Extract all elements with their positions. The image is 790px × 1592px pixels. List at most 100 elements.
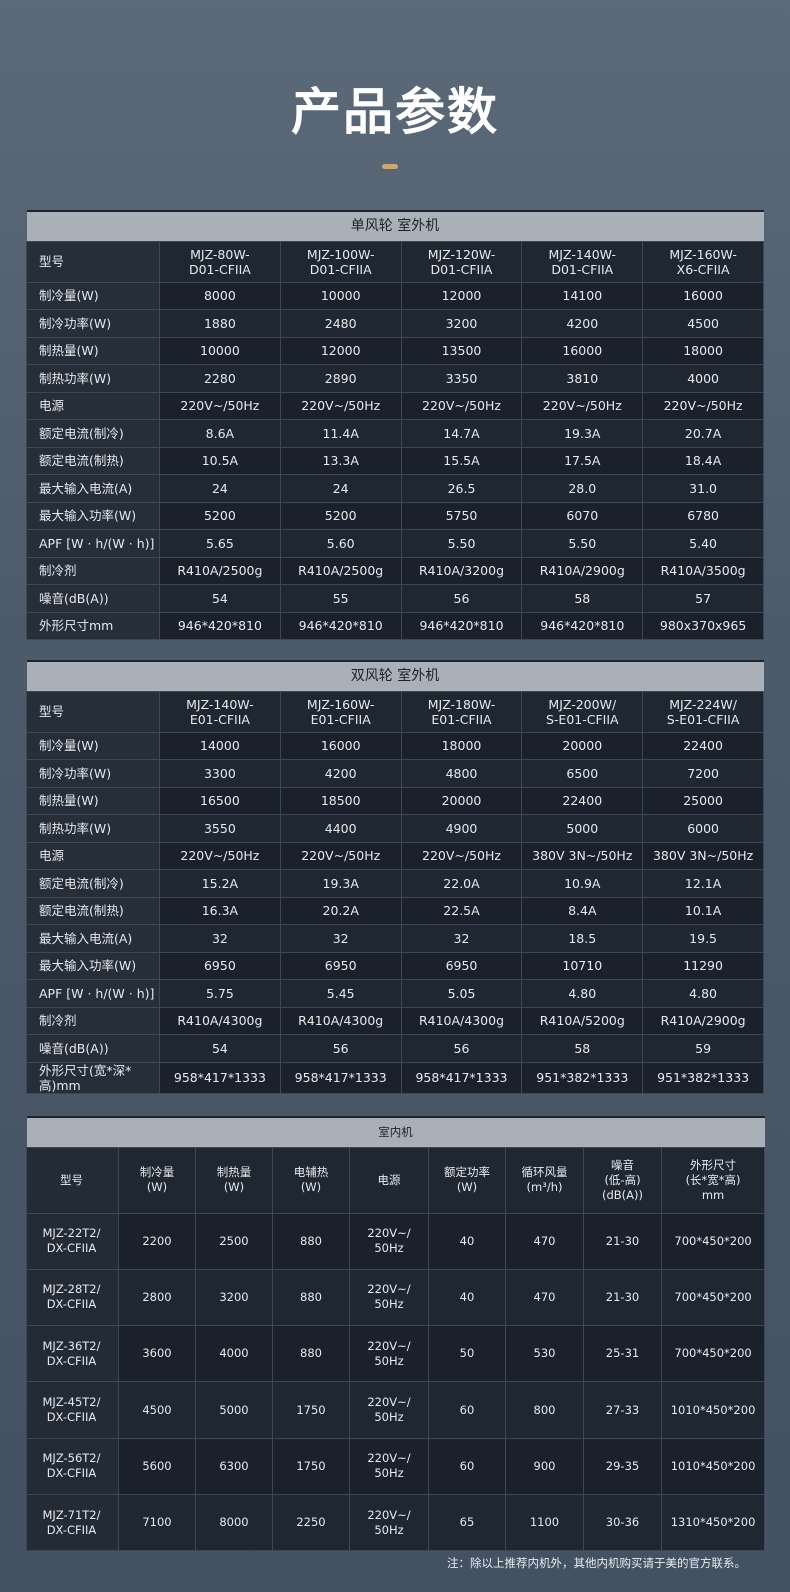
value-cell: 946*420*810 <box>521 611 644 640</box>
value-cell: 5600 <box>118 1437 196 1495</box>
table-row: 制冷功率(W) 3300 4200 4800 6500 7200 <box>26 759 764 788</box>
value-cell: 10000 <box>159 336 281 365</box>
row-label: 电源 <box>26 841 160 870</box>
value-cell: 15.2A <box>159 869 281 898</box>
value-cell: 220V~/ 50Hz <box>349 1493 429 1552</box>
value-cell: 380V 3N~/50Hz <box>642 841 764 870</box>
column-header: 循环风量 (m³/h) <box>505 1146 584 1214</box>
value-cell: 4800 <box>400 759 523 788</box>
value-cell: 22400 <box>642 731 764 760</box>
table-row: 最大输入电流(A) 24 24 26.5 28.0 31.0 <box>26 474 764 503</box>
value-cell: 11290 <box>642 951 764 980</box>
single-fan-outdoor-table: 单风轮 室外机 型号 MJZ-80W- D01-CFIIA MJZ-100W- D01… <box>26 210 764 640</box>
table-row: MJZ-28T2/ DX-CFIIA 2800 3200 880 220V~/ 50Hz… <box>26 1268 766 1327</box>
value-cell: 2200 <box>118 1212 196 1270</box>
row-label: 制冷剂 <box>26 556 160 585</box>
value-cell: 21-30 <box>583 1268 662 1327</box>
footnote: 注：除以上推荐内机外，其他内机购买请于美的官方联系。 <box>447 1556 746 1570</box>
table-row: 额定电流(制冷) 15.2A 19.3A 22.0A 10.9A 12.1A <box>26 869 764 898</box>
table-row: 制热功率(W) 2280 2890 3350 3810 4000 <box>26 364 764 393</box>
value-cell: 6950 <box>159 951 281 980</box>
table-caption: 单风轮 室外机 <box>26 210 764 241</box>
value-cell: 13500 <box>400 336 523 365</box>
value-cell: 32 <box>279 924 402 953</box>
table-row: 最大输入功率(W) 5200 5200 5750 6070 6780 <box>26 501 764 530</box>
value-cell: 8.6A <box>159 419 281 448</box>
value-cell: 13.3A <box>279 446 402 475</box>
value-cell: 32 <box>159 924 281 953</box>
table-row: 外形尺寸(宽*深*高)mm 958*417*1333 958*417*1333 958… <box>26 1061 764 1094</box>
value-cell: R410A/2900g <box>521 556 644 585</box>
value-cell: 16.3A <box>159 896 281 925</box>
model-row: 型号 MJZ-80W- D01-CFIIA MJZ-100W- D01-CFIIA M… <box>26 240 764 283</box>
value-cell: R410A/2900g <box>642 1006 764 1035</box>
value-cell: 220V~/50Hz <box>521 391 644 420</box>
value-cell: 880 <box>272 1268 350 1327</box>
value-cell: 18000 <box>400 731 523 760</box>
value-cell: 5.45 <box>279 979 402 1008</box>
model-cell: MJZ-80W- D01-CFIIA <box>159 240 281 283</box>
value-cell: 56 <box>279 1034 402 1063</box>
table-row: 制热量(W) 10000 12000 13500 16000 18000 <box>26 336 764 365</box>
column-header: 噪音 (低-高) (dB(A)) <box>583 1146 662 1214</box>
value-cell: 5.50 <box>521 529 644 558</box>
row-label: 制热量(W) <box>26 786 160 815</box>
value-cell: 946*420*810 <box>400 611 523 640</box>
value-cell: 880 <box>272 1212 350 1270</box>
value-cell: 16500 <box>159 786 281 815</box>
table-row: 制热功率(W) 3550 4400 4900 5000 6000 <box>26 814 764 843</box>
table-row: MJZ-71T2/ DX-CFIIA 7100 8000 2250 220V~/ 50H… <box>26 1493 766 1552</box>
row-label: 制冷量(W) <box>26 281 160 310</box>
value-cell: 8.4A <box>521 896 644 925</box>
row-label: 型号 <box>26 690 160 733</box>
value-cell: 20000 <box>400 786 523 815</box>
table-row: 外形尺寸mm 946*420*810 946*420*810 946*420*810 9… <box>26 611 764 640</box>
model-cell: MJZ-180W- E01-CFIIA <box>400 690 523 733</box>
value-cell: R410A/5200g <box>521 1006 644 1035</box>
value-cell: 16000 <box>521 336 644 365</box>
value-cell: 700*450*200 <box>660 1325 766 1383</box>
value-cell: 15.5A <box>400 446 523 475</box>
value-cell: 27-33 <box>583 1381 662 1439</box>
value-cell: 980x370x965 <box>642 611 764 640</box>
row-label: 电源 <box>26 391 160 420</box>
row-label: APF [W · h/(W · h)] <box>26 979 160 1008</box>
value-cell: 8000 <box>159 281 281 310</box>
value-cell: 800 <box>505 1381 584 1439</box>
value-cell: 57 <box>642 584 764 613</box>
table-row: 制冷量(W) 8000 10000 12000 14100 16000 <box>26 281 764 310</box>
value-cell: 16000 <box>642 281 764 310</box>
value-cell: 11.4A <box>279 419 402 448</box>
row-label: 噪音(dB(A)) <box>26 584 160 613</box>
value-cell: 32 <box>400 924 523 953</box>
table-row: MJZ-45T2/ DX-CFIIA 4500 5000 1750 220V~/ 50H… <box>26 1381 766 1439</box>
value-cell: 5.75 <box>159 979 281 1008</box>
value-cell: 220V~/50Hz <box>642 391 764 420</box>
value-cell: 951*382*1333 <box>642 1061 764 1094</box>
value-cell: 17.5A <box>521 446 644 475</box>
value-cell: 5000 <box>195 1381 273 1439</box>
table-row: 额定电流(制冷) 8.6A 11.4A 14.7A 19.3A 20.7A <box>26 419 764 448</box>
value-cell: 220V~/50Hz <box>159 391 281 420</box>
value-cell: 24 <box>279 474 402 503</box>
value-cell: 958*417*1333 <box>279 1061 402 1094</box>
model-cell: MJZ-28T2/ DX-CFIIA <box>26 1268 119 1327</box>
value-cell: 8000 <box>195 1493 273 1552</box>
value-cell: 220V~/ 50Hz <box>349 1325 429 1383</box>
value-cell: 4000 <box>642 364 764 393</box>
value-cell: 1310*450*200 <box>660 1493 766 1552</box>
value-cell: 2480 <box>279 309 402 338</box>
row-label: 制冷功率(W) <box>26 309 160 338</box>
double-fan-outdoor-table: 双风轮 室外机 型号 MJZ-140W- E01-CFIIA MJZ-160W- E0… <box>26 660 764 1094</box>
value-cell: 25-31 <box>583 1325 662 1383</box>
value-cell: 700*450*200 <box>660 1268 766 1327</box>
value-cell: 4500 <box>642 309 764 338</box>
model-cell: MJZ-56T2/ DX-CFIIA <box>26 1437 119 1495</box>
table-row: 噪音(dB(A)) 54 55 56 58 57 <box>26 584 764 613</box>
row-label: 外形尺寸(宽*深*高)mm <box>26 1061 160 1094</box>
value-cell: 5.40 <box>642 529 764 558</box>
value-cell: 3300 <box>159 759 281 788</box>
model-row: 型号 MJZ-140W- E01-CFIIA MJZ-160W- E01-CFIIA… <box>26 690 764 733</box>
row-label: 制冷功率(W) <box>26 759 160 788</box>
value-cell: 4.80 <box>521 979 644 1008</box>
